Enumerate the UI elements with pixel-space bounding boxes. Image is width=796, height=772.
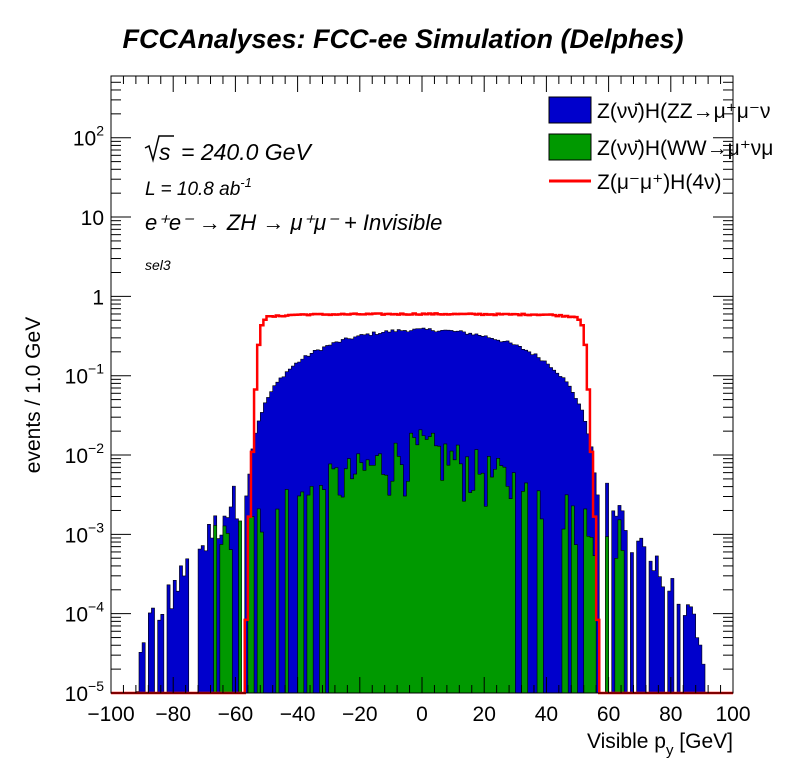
- x-tick-label: −60: [218, 703, 254, 726]
- x-axis-label-main: Visible p: [587, 730, 666, 753]
- y-tick-label: 10−4: [65, 599, 105, 627]
- x-tick-label: 80: [659, 703, 682, 726]
- y-ticks: 10−5 10−4 10−3 10−2 10−1 1 10 102: [65, 75, 733, 706]
- x-tick-label: −100: [87, 703, 134, 726]
- x-axis-label-sub: y: [666, 742, 674, 759]
- x-tick-label: −20: [342, 703, 378, 726]
- x-tick-label: 40: [535, 703, 558, 726]
- series-4nu-line: [111, 312, 733, 695]
- lumi-exp: -1: [240, 175, 252, 190]
- legend-label: Z(μ⁻μ⁺)H(4ν): [597, 171, 722, 194]
- x-tick-label: −80: [155, 703, 191, 726]
- x-ticks: −100 −80 −60 −40 −20 0 20 40 60 80 100: [87, 76, 751, 726]
- x-axis-label: Visible py [GeV]: [587, 730, 733, 759]
- x-tick-label: −40: [280, 703, 316, 726]
- x-axis-label-unit: [GeV]: [673, 730, 733, 753]
- y-tick-label: 10: [81, 207, 104, 230]
- legend-label: Z(νν̄)H(WW→μ⁺νμ: [597, 137, 773, 160]
- y-tick-label: 10−5: [65, 678, 105, 706]
- legend-entry-3: Z(μ⁻μ⁺)H(4ν): [549, 171, 722, 194]
- legend-swatch: [548, 133, 592, 161]
- legend-entry-1: Z(νν̄)H(ZZ→μ⁺μ⁻ν: [548, 96, 771, 124]
- legend-swatch: [548, 96, 592, 124]
- y-axis-label: events / 1.0 GeV: [22, 317, 45, 473]
- selection-annotation: sel3: [145, 257, 171, 273]
- y-tick-label: 10−1: [65, 361, 105, 389]
- y-tick-label: 1: [92, 286, 104, 309]
- chart-title: FCCAnalyses: FCC-ee Simulation (Delphes): [122, 24, 683, 54]
- y-tick-label: 102: [73, 123, 104, 151]
- process-annotation: e⁺e⁻ → ZH → μ⁺μ⁻ + Invisible: [145, 210, 442, 235]
- sqrt-s-value: = 240.0 GeV: [181, 139, 313, 165]
- plot-area: [110, 75, 734, 695]
- legend-label: Z(νν̄)H(ZZ→μ⁺μ⁻ν: [597, 100, 771, 123]
- legend: Z(νν̄)H(ZZ→μ⁺μ⁻ν Z(νν̄)H(WW→μ⁺νμ Z(μ⁻μ⁺)H(…: [548, 96, 773, 194]
- sqrt-symbol: [144, 135, 174, 163]
- y-tick-label: 10−3: [65, 519, 105, 547]
- y-tick-label: 10−2: [65, 440, 105, 468]
- legend-entry-2: Z(νν̄)H(WW→μ⁺νμ: [548, 133, 773, 161]
- x-tick-label: 0: [416, 703, 428, 726]
- lumi-text: L = 10.8 ab: [145, 179, 240, 200]
- x-tick-label: 20: [473, 703, 496, 726]
- sqrt-s-annotation: s = 240.0 GeV: [144, 135, 313, 165]
- x-tick-label: 100: [715, 703, 750, 726]
- lumi-annotation: L = 10.8 ab-1: [145, 175, 252, 200]
- annotations: s = 240.0 GeV L = 10.8 ab-1 e⁺e⁻ → ZH → …: [144, 135, 442, 273]
- x-tick-label: 60: [597, 703, 620, 726]
- svg-text:s: s: [159, 139, 171, 165]
